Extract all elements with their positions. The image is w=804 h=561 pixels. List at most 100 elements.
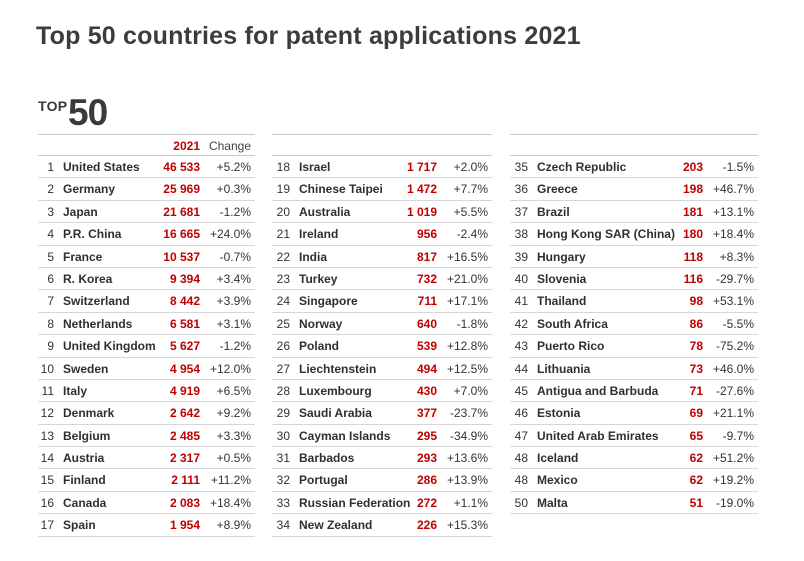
rank-cell: 16	[40, 495, 54, 510]
value-2021: 226	[416, 518, 437, 533]
change-value: -1.2%	[219, 339, 251, 354]
change-header: Change	[208, 139, 251, 153]
change-value: +16.5%	[446, 249, 488, 264]
value-2021: 86	[689, 316, 703, 331]
change-value: +1.1%	[453, 495, 488, 510]
country-name: Belgium	[63, 428, 111, 443]
country-name: Portugal	[299, 473, 348, 488]
table-row: 27 Liechtenstein 494 +12.5%	[272, 358, 492, 380]
country-name: R. Korea	[63, 271, 113, 286]
rank-cell: 20	[276, 204, 290, 219]
country-name: Thailand	[537, 294, 587, 309]
table-column-2: 18 Israel 1 717 +2.0% 19 Chinese Taipei 1 472 +…	[272, 134, 492, 537]
rank-cell: 5	[47, 249, 54, 264]
table-row: 38 Hong Kong SAR (China) 180 +18.4%	[510, 223, 758, 246]
value-2021: 10 537	[163, 249, 200, 264]
rank-cell: 36	[514, 182, 528, 197]
country-name: Spain	[63, 518, 96, 533]
country-name: New Zealand	[299, 518, 373, 533]
change-value: +21.0%	[446, 271, 488, 286]
table-row: 10 Sweden 4 954 +12.0%	[38, 358, 255, 380]
change-value: -27.6%	[715, 383, 754, 398]
table-row: 16 Canada 2 083 +18.4%	[38, 492, 255, 515]
logo-number-text: 50	[68, 92, 108, 133]
table-row: 23 Turkey 732 +21.0%	[272, 268, 492, 291]
table-row: 33 Russian Federation 272 +1.1%	[272, 492, 492, 515]
value-2021: 293	[416, 451, 437, 466]
value-2021: 46 533	[163, 160, 200, 174]
table-row: 8 Netherlands 6 581 +3.1%	[38, 313, 255, 336]
country-name: Puerto Rico	[537, 339, 605, 354]
country-name: Estonia	[537, 406, 581, 421]
change-value: +13.9%	[446, 473, 488, 488]
rank-cell: 46	[514, 406, 528, 421]
table-row: 34 New Zealand 226 +15.3%	[272, 514, 492, 537]
value-2021: 116	[683, 271, 703, 286]
table-row: 24 Singapore 711 +17.1%	[272, 290, 492, 313]
value-2021: 2 485	[169, 428, 200, 443]
country-name: Norway	[299, 316, 343, 331]
value-2021: 62	[689, 451, 703, 466]
rank-cell: 11	[41, 383, 54, 398]
table-row: 14 Austria 2 317 +0.5%	[38, 447, 255, 470]
country-name: Australia	[299, 204, 351, 219]
logo-top-text: TOP	[38, 98, 68, 114]
country-name: P.R. China	[63, 227, 122, 242]
change-value: +7.0%	[453, 383, 488, 398]
country-name: Slovenia	[537, 271, 587, 286]
country-name: Liechtenstein	[299, 361, 377, 376]
page-title: Top 50 countries for patent applications…	[36, 22, 581, 50]
rank-cell: 8	[47, 316, 54, 331]
country-name: United States	[63, 160, 140, 174]
rank-cell: 18	[276, 160, 290, 174]
value-2021: 2 111	[171, 473, 200, 488]
change-value: +11.2%	[210, 473, 251, 488]
table-row: 32 Portugal 286 +13.9%	[272, 469, 492, 492]
rank-cell: 42	[514, 316, 528, 331]
country-name: Germany	[63, 182, 116, 197]
change-value: +8.9%	[216, 518, 251, 533]
rank-cell: 12	[40, 406, 54, 421]
change-value: -1.2%	[219, 204, 251, 219]
rank-cell: 27	[276, 361, 290, 376]
rank-cell: 10	[40, 361, 54, 376]
country-name: Italy	[63, 383, 88, 398]
change-value: +3.3%	[216, 428, 251, 443]
change-value: +12.0%	[209, 361, 251, 376]
country-name: Greece	[537, 182, 578, 197]
country-name: Barbados	[299, 451, 355, 466]
country-name: Lithuania	[537, 361, 591, 376]
value-2021: 1 954	[169, 518, 200, 533]
value-2021: 181	[682, 204, 703, 219]
rank-cell: 3	[47, 204, 54, 219]
value-2021: 956	[416, 227, 437, 242]
table-row: 18 Israel 1 717 +2.0%	[272, 156, 492, 179]
table-row: 50 Malta 51 -19.0%	[510, 492, 758, 515]
country-name: Turkey	[299, 271, 338, 286]
change-value: -29.7%	[715, 271, 754, 286]
value-2021: 6 581	[169, 316, 200, 331]
rank-cell: 33	[276, 495, 290, 510]
country-name: Malta	[537, 495, 568, 510]
value-2021: 71	[689, 383, 703, 398]
table-row: 43 Puerto Rico 78 -75.2%	[510, 335, 758, 358]
country-name: Switzerland	[63, 294, 130, 309]
country-name: Antigua and Barbuda	[537, 383, 659, 398]
rank-cell: 39	[514, 249, 528, 264]
country-name: Iceland	[537, 451, 579, 466]
rank-cell: 48	[514, 473, 528, 488]
rank-cell: 4	[47, 227, 54, 242]
value-2021: 711	[417, 294, 437, 309]
change-value: +3.9%	[216, 294, 251, 309]
table-row: 25 Norway 640 -1.8%	[272, 313, 492, 336]
value-2021: 180	[682, 227, 703, 242]
country-name: Czech Republic	[537, 160, 627, 174]
change-value: +3.4%	[216, 271, 251, 286]
country-name: Netherlands	[63, 316, 133, 331]
value-2021: 4 954	[169, 361, 200, 376]
country-name: France	[63, 249, 103, 264]
table-row: 5 France 10 537 -0.7%	[38, 246, 255, 268]
value-2021: 5 627	[169, 339, 200, 354]
value-2021: 203	[682, 160, 703, 174]
rank-cell: 50	[514, 495, 528, 510]
